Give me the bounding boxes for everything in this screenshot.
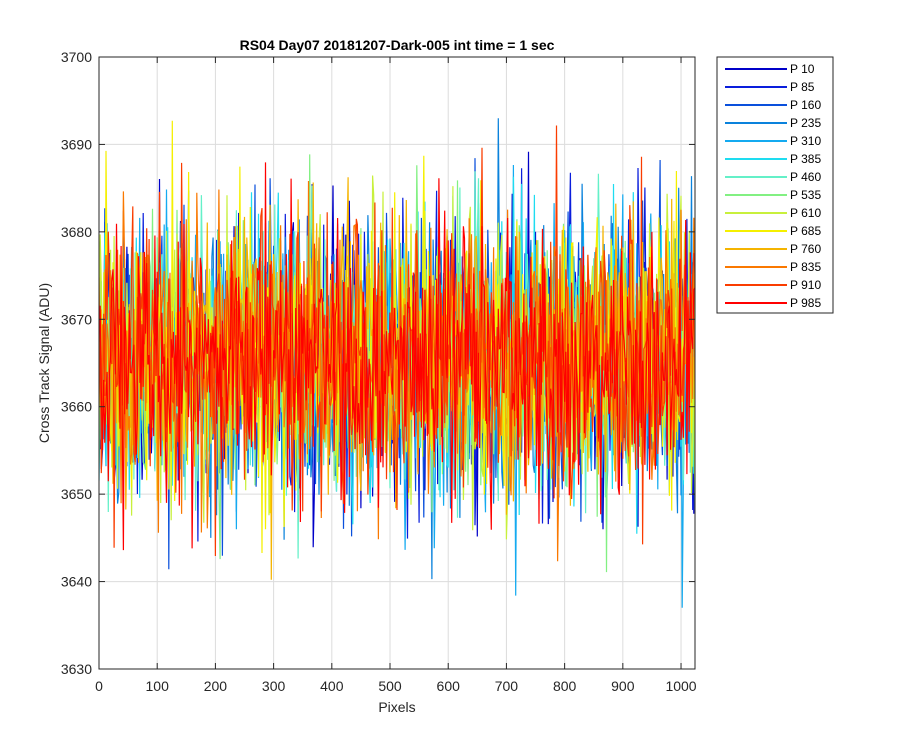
- legend-entry: P 610: [790, 206, 821, 220]
- series-line: [99, 125, 695, 557]
- y-tick-label: 3700: [61, 49, 92, 65]
- legend-entry: P 310: [790, 134, 821, 148]
- legend-box: [716, 56, 834, 314]
- x-axis-label: Pixels: [378, 699, 415, 715]
- legend-entry: P 235: [790, 116, 821, 130]
- legend-entry: P 985: [790, 296, 821, 310]
- x-tick-label: 0: [95, 678, 103, 694]
- y-tick-label: 3630: [61, 661, 92, 677]
- legend-entry: P 910: [790, 278, 821, 292]
- legend-entry: P 160: [790, 98, 821, 112]
- x-tick-label: 1000: [665, 678, 696, 694]
- x-tick-label: 400: [320, 678, 344, 694]
- legend: P 10 P 85 P 160 P 235 P 310 P 385 P 460 P 535 P …: [716, 56, 834, 314]
- legend-entry: P 535: [790, 188, 821, 202]
- plot-frame: [98, 56, 696, 670]
- x-tick-label: 200: [204, 678, 228, 694]
- legend-entry: P 760: [790, 242, 821, 256]
- x-axis-ticks: 0 100 200 300 400 500 600 700 800 900 1000: [95, 57, 697, 694]
- series-line: [99, 162, 695, 551]
- legend-entry: P 835: [790, 260, 821, 274]
- x-tick-label: 800: [553, 678, 577, 694]
- legend-entry: P 460: [790, 170, 821, 184]
- y-tick-label: 3650: [61, 486, 92, 502]
- x-tick-label: 100: [146, 678, 170, 694]
- x-tick-label: 900: [611, 678, 635, 694]
- y-tick-label: 3660: [61, 399, 92, 415]
- y-tick-label: 3680: [61, 224, 92, 240]
- chart-title: RS04 Day07 20181207-Dark-005 int time = …: [240, 37, 555, 53]
- legend-entry: P 10: [790, 62, 815, 76]
- plot-lines: [99, 118, 695, 608]
- y-axis-ticks: 3630 3640 3650 3660 3670 3680 3690 3700: [61, 49, 695, 677]
- x-tick-label: 500: [378, 678, 402, 694]
- x-tick-label: 600: [437, 678, 461, 694]
- y-tick-label: 3690: [61, 136, 92, 152]
- x-tick-label: 700: [495, 678, 519, 694]
- y-axis-label: Cross Track Signal (ADU): [36, 283, 52, 443]
- legend-entry: P 85: [790, 80, 815, 94]
- legend-entry: P 385: [790, 152, 821, 166]
- y-tick-label: 3640: [61, 574, 92, 590]
- x-tick-label: 300: [262, 678, 286, 694]
- y-tick-label: 3670: [61, 311, 92, 327]
- legend-entry: P 685: [790, 224, 821, 238]
